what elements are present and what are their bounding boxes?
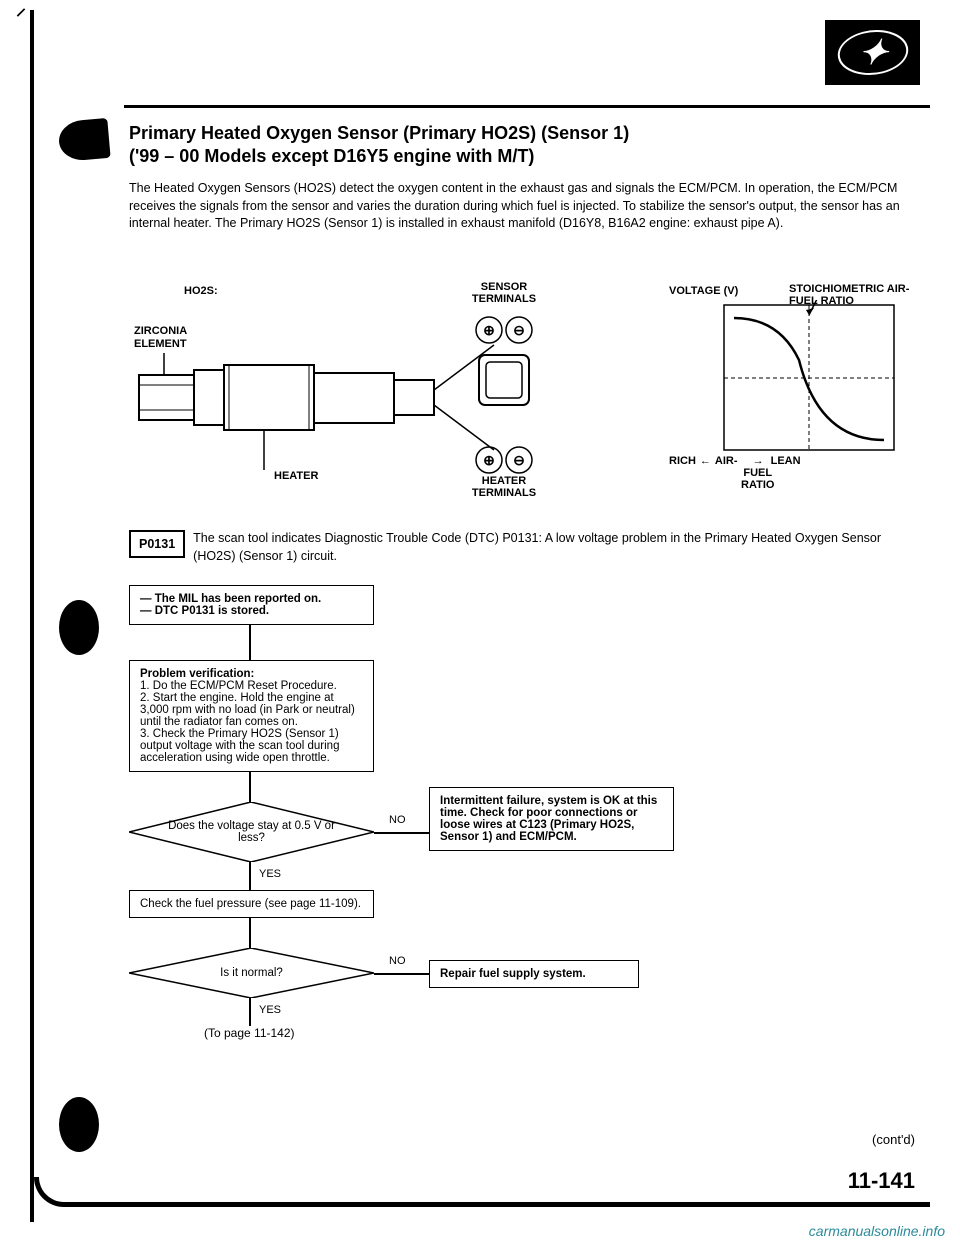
label-heater: HEATER xyxy=(274,470,318,482)
label-ratio: RATIO xyxy=(741,479,774,491)
label-no: NO xyxy=(389,814,406,826)
flow-start-2: — DTC P0131 is stored. xyxy=(140,605,363,617)
title-line-2: ('99 – 00 Models except D16Y5 engine wit… xyxy=(129,145,629,168)
label-no: NO xyxy=(389,955,406,967)
label-sensor-terminals: SENSOR TERMINALS xyxy=(472,281,536,305)
contd-label: (cont'd) xyxy=(872,1132,915,1147)
flow-decision-2: Is it normal? xyxy=(129,948,374,998)
graph-svg xyxy=(669,300,919,480)
flow-verify-2: 2. Start the engine. Hold the engine at … xyxy=(140,692,363,728)
svg-text:⊕: ⊕ xyxy=(483,322,495,338)
page-frame: ⸍ ✦ Primary Heated Oxygen Sensor (Primar… xyxy=(30,10,940,1222)
sensor-svg: ⊕ ⊖ ⊕ ⊖ xyxy=(134,285,554,495)
flowchart: — The MIL has been reported on. — DTC P0… xyxy=(129,585,679,1040)
flow-decision-1-text: Does the voltage stay at 0.5 V or less? xyxy=(164,802,339,862)
watermark: carmanualsonline.info xyxy=(809,1223,945,1239)
flow-result-2: Repair fuel supply system. xyxy=(429,960,639,988)
flow-check-fuel: Check the fuel pressure (see page 11-109… xyxy=(129,890,374,918)
dtc-row: P0131 The scan tool indicates Diagnostic… xyxy=(129,530,920,565)
margin-oval-icon xyxy=(59,600,99,655)
dtc-code-box: P0131 xyxy=(129,530,185,558)
label-heater-terminals: HEATER TERMINALS xyxy=(472,475,536,499)
bottom-border xyxy=(34,1177,930,1207)
flow-verify-box: Problem verification: 1. Do the ECM/PCM … xyxy=(129,660,374,772)
svg-text:⊕: ⊕ xyxy=(483,452,495,468)
label-lean: LEAN xyxy=(771,455,801,467)
margin-oval-icon xyxy=(59,1097,99,1152)
flow-decision-1: Does the voltage stay at 0.5 V or less? xyxy=(129,802,374,862)
flow-to-page: (To page 11-142) xyxy=(204,1026,679,1040)
label-rich: RICH xyxy=(669,455,696,467)
ho2s-diagram: HO2S: ZIRCONIA ELEMENT xyxy=(134,285,554,495)
logo-glyph: ✦ xyxy=(834,30,912,75)
label-yes: YES xyxy=(259,1004,281,1016)
header-rule xyxy=(124,105,930,108)
voltage-graph: VOLTAGE (V) STOICHIOMETRIC AIR-FUEL RATI… xyxy=(669,285,919,495)
flow-start-box: — The MIL has been reported on. — DTC P0… xyxy=(129,585,374,625)
label-air: AIR- xyxy=(715,455,738,467)
crop-mark: ⸍ xyxy=(16,2,26,29)
arrow-right-icon: → xyxy=(753,455,764,467)
diagram-area: HO2S: ZIRCONIA ELEMENT xyxy=(134,285,920,505)
intro-paragraph: The Heated Oxygen Sensors (HO2S) detect … xyxy=(129,180,920,233)
svg-text:⊖: ⊖ xyxy=(513,452,525,468)
flow-start-1: — The MIL has been reported on. xyxy=(140,593,363,605)
page-title: Primary Heated Oxygen Sensor (Primary HO… xyxy=(129,122,629,169)
brand-logo: ✦ xyxy=(825,20,920,85)
label-yes: YES xyxy=(259,868,281,880)
flow-decision-2-text: Is it normal? xyxy=(164,948,339,998)
label-fuel: FUEL xyxy=(743,467,772,479)
dtc-description: The scan tool indicates Diagnostic Troub… xyxy=(193,530,920,565)
flow-verify-1: 1. Do the ECM/PCM Reset Procedure. xyxy=(140,680,363,692)
flow-verify-title: Problem verification: xyxy=(140,668,363,680)
section-pointer-icon xyxy=(57,118,110,162)
flow-verify-3: 3. Check the Primary HO2S (Sensor 1) out… xyxy=(140,728,363,764)
flow-result-1: Intermittent failure, system is OK at th… xyxy=(429,787,674,851)
label-voltage: VOLTAGE (V) xyxy=(669,285,738,297)
svg-text:⊖: ⊖ xyxy=(513,322,525,338)
title-line-1: Primary Heated Oxygen Sensor (Primary HO… xyxy=(129,122,629,145)
arrow-left-icon: ← xyxy=(700,455,711,467)
